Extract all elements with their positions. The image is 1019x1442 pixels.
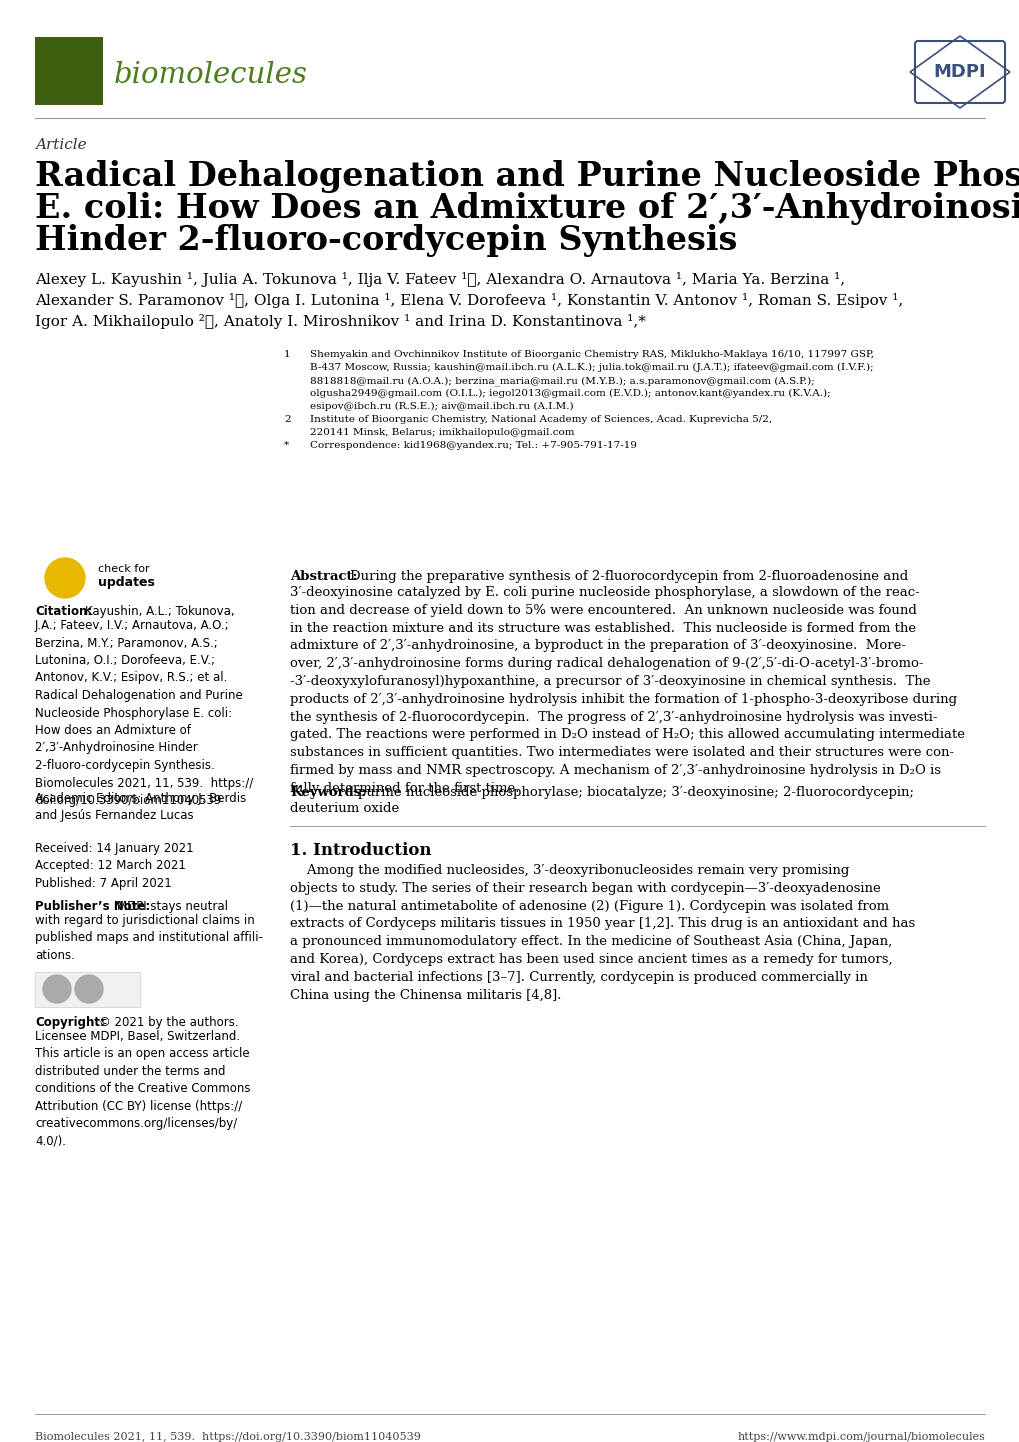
Text: Alexander S. Paramonov ¹ⓘ, Olga I. Lutonina ¹, Elena V. Dorofeeva ¹, Konstantin : Alexander S. Paramonov ¹ⓘ, Olga I. Luton…: [35, 293, 903, 309]
Text: https://www.mdpi.com/journal/biomolecules: https://www.mdpi.com/journal/biomolecule…: [737, 1432, 984, 1442]
Circle shape: [43, 975, 71, 1004]
Text: MDPI stays neutral: MDPI stays neutral: [117, 900, 228, 913]
Text: B-437 Moscow, Russia; kaushin@mail.ibch.ru (A.L.K.); julia.tok@mail.ru (J.A.T.);: B-437 Moscow, Russia; kaushin@mail.ibch.…: [310, 363, 872, 372]
Text: purine nucleoside phosphorylase; biocatalyze; 3′-deoxyinosine; 2-fluorocordycepi: purine nucleoside phosphorylase; biocata…: [358, 786, 913, 799]
Text: deuterium oxide: deuterium oxide: [289, 802, 398, 815]
Text: BY: BY: [82, 983, 96, 994]
Text: J.A.; Fateev, I.V.; Arnautova, A.O.;
Berzina, M.Y.; Paramonov, A.S.;
Lutonina, O: J.A.; Fateev, I.V.; Arnautova, A.O.; Ber…: [35, 619, 253, 808]
Text: biomolecules: biomolecules: [114, 61, 308, 89]
Text: E. coli: How Does an Admixture of 2′,3′-Anhydroinosine: E. coli: How Does an Admixture of 2′,3′-…: [35, 192, 1019, 225]
Text: Licensee MDPI, Basel, Switzerland.
This article is an open access article
distri: Licensee MDPI, Basel, Switzerland. This …: [35, 1030, 251, 1148]
FancyBboxPatch shape: [35, 972, 140, 1007]
Text: 1: 1: [283, 350, 290, 359]
Text: updates: updates: [98, 575, 155, 588]
Text: Received: 14 January 2021
Accepted: 12 March 2021
Published: 7 April 2021: Received: 14 January 2021 Accepted: 12 M…: [35, 842, 194, 890]
Text: 2: 2: [283, 415, 290, 424]
Circle shape: [45, 558, 85, 598]
Text: olgusha2949@gmail.com (O.I.L.); iegol2013@gmail.com (E.V.D.); antonov.kant@yande: olgusha2949@gmail.com (O.I.L.); iegol201…: [310, 389, 829, 398]
FancyBboxPatch shape: [914, 40, 1004, 102]
FancyBboxPatch shape: [35, 37, 103, 105]
Text: ✓: ✓: [57, 561, 73, 580]
Text: Shemyakin and Ovchinnikov Institute of Bioorganic Chemistry RAS, Miklukho-Maklay: Shemyakin and Ovchinnikov Institute of B…: [310, 350, 873, 359]
Text: Igor A. Mikhailopulo ²ⓘ, Anatoly I. Miroshnikov ¹ and Irina D. Konstantinova ¹,*: Igor A. Mikhailopulo ²ⓘ, Anatoly I. Miro…: [35, 314, 645, 329]
Text: Among the modified nucleosides, 3′-deoxyribonucleosides remain very promising
ob: Among the modified nucleosides, 3′-deoxy…: [289, 864, 914, 1002]
Text: Article: Article: [35, 138, 87, 151]
Text: esipov@ibch.ru (R.S.E.); aiv@mail.ibch.ru (A.I.M.): esipov@ibch.ru (R.S.E.); aiv@mail.ibch.r…: [310, 402, 573, 411]
Text: Abstract:: Abstract:: [289, 570, 357, 583]
Text: 220141 Minsk, Belarus; imikhailopulo@gmail.com: 220141 Minsk, Belarus; imikhailopulo@gma…: [310, 428, 574, 437]
Text: Alexey L. Kayushin ¹, Julia A. Tokunova ¹, Ilja V. Fateev ¹ⓘ, Alexandra O. Arnau: Alexey L. Kayushin ¹, Julia A. Tokunova …: [35, 273, 845, 287]
Text: *: *: [283, 441, 288, 450]
Text: Kayushin, A.L.; Tokunova,: Kayushin, A.L.; Tokunova,: [85, 606, 234, 619]
Text: with regard to jurisdictional claims in
published maps and institutional affili-: with regard to jurisdictional claims in …: [35, 914, 263, 962]
Text: 8818818@mail.ru (A.O.A.); berzina_maria@mail.ru (M.Y.B.); a.s.paramonov@gmail.co: 8818818@mail.ru (A.O.A.); berzina_maria@…: [310, 376, 814, 386]
Text: CC: CC: [50, 983, 64, 994]
Text: 3′-deoxyinosine catalyzed by E. coli purine nucleoside phosphorylase, a slowdown: 3′-deoxyinosine catalyzed by E. coli pur…: [289, 585, 964, 795]
Text: © 2021 by the authors.: © 2021 by the authors.: [99, 1017, 238, 1030]
Text: Correspondence: kid1968@yandex.ru; Tel.: +7-905-791-17-19: Correspondence: kid1968@yandex.ru; Tel.:…: [310, 441, 637, 450]
Text: Hinder 2-fluoro-cordycepin Synthesis: Hinder 2-fluoro-cordycepin Synthesis: [35, 224, 737, 257]
Text: Citation:: Citation:: [35, 606, 92, 619]
Text: MDPI: MDPI: [932, 63, 985, 81]
Text: Copyright:: Copyright:: [35, 1017, 105, 1030]
Text: During the preparative synthesis of 2-fluorocordycepin from 2-fluoroadenosine an: During the preparative synthesis of 2-fl…: [350, 570, 907, 583]
Text: 1. Introduction: 1. Introduction: [289, 842, 431, 859]
Text: Keywords:: Keywords:: [289, 786, 366, 799]
Text: Academic Editors: Anthony J. Berdis
and Jesús Fernandez Lucas: Academic Editors: Anthony J. Berdis and …: [35, 792, 246, 822]
Text: check for: check for: [98, 564, 150, 574]
Text: Publisher’s Note:: Publisher’s Note:: [35, 900, 150, 913]
Text: Radical Dehalogenation and Purine Nucleoside Phosphorylase: Radical Dehalogenation and Purine Nucleo…: [35, 160, 1019, 193]
Circle shape: [75, 975, 103, 1004]
Text: Biomolecules 2021, 11, 539.  https://doi.org/10.3390/biom11040539: Biomolecules 2021, 11, 539. https://doi.…: [35, 1432, 421, 1442]
Text: Institute of Bioorganic Chemistry, National Academy of Sciences, Acad. Kuprevich: Institute of Bioorganic Chemistry, Natio…: [310, 415, 771, 424]
